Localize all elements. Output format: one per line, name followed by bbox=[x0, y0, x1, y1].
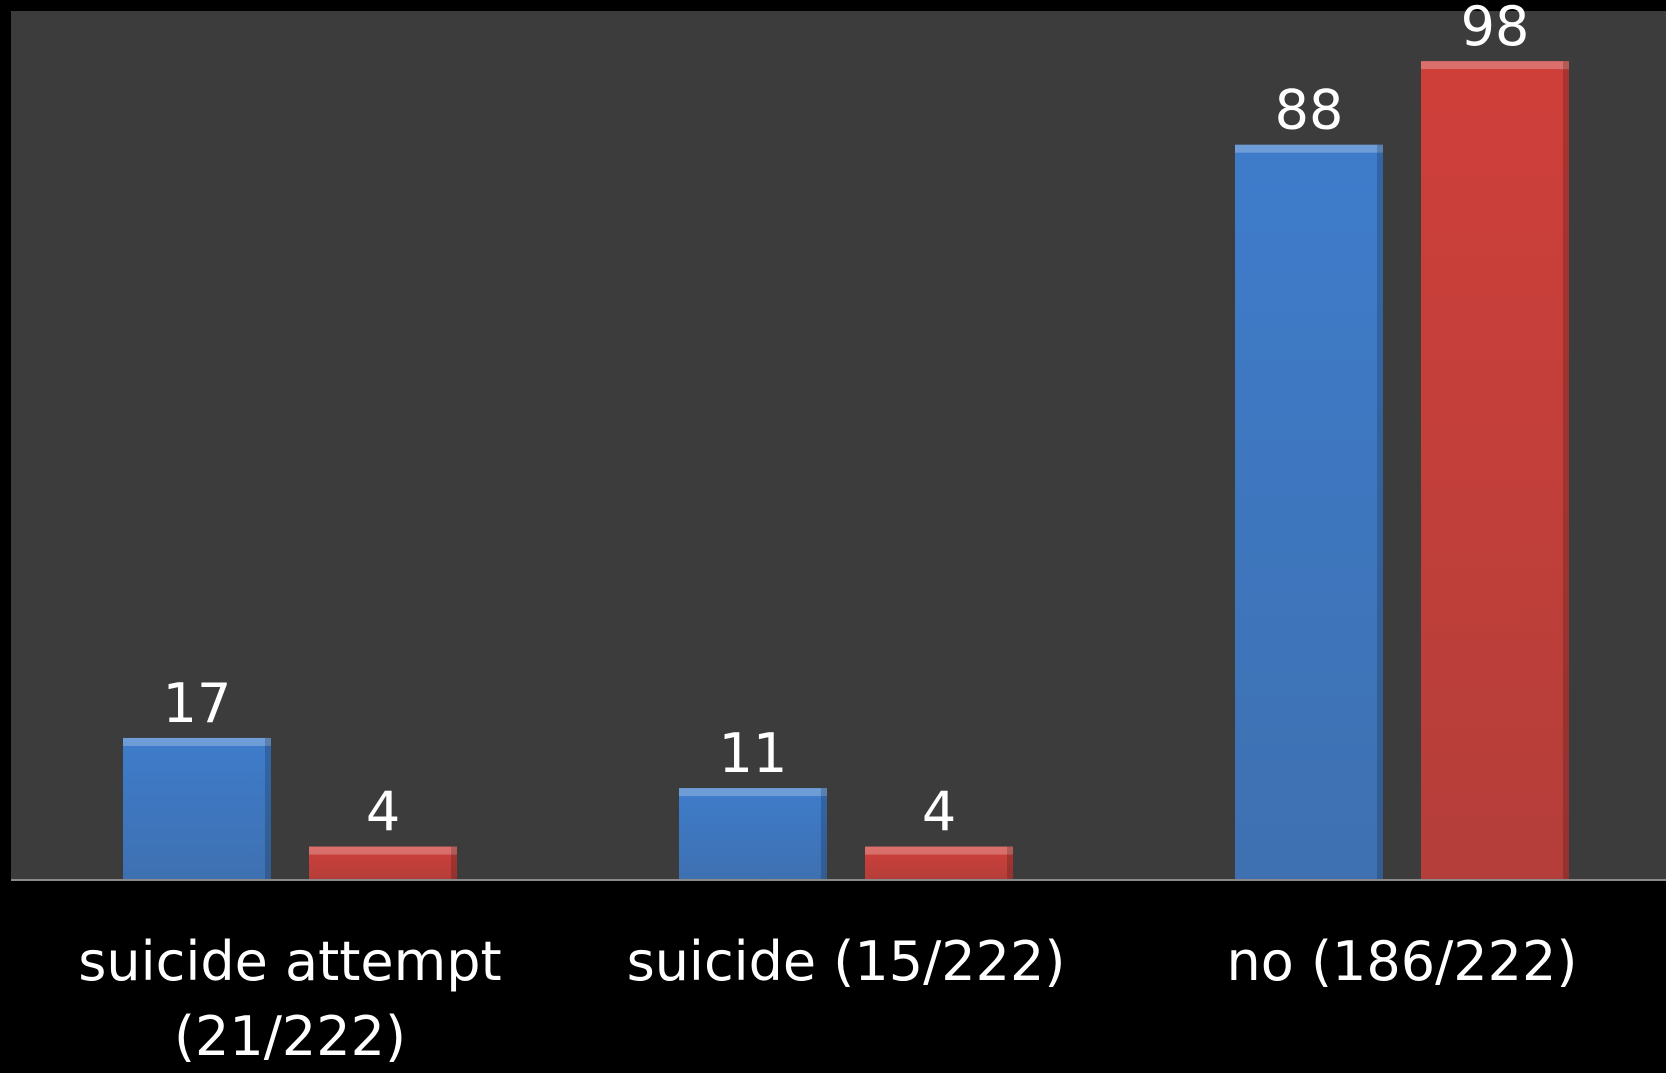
bar-shade-series2-cat3 bbox=[1563, 61, 1569, 880]
bar-highlight-series1-cat2 bbox=[679, 788, 827, 797]
bar-shade-series2-cat2 bbox=[1007, 846, 1013, 880]
bar-series2-cat2 bbox=[865, 846, 1013, 880]
data-label-series1-cat1: 17 bbox=[163, 672, 232, 735]
data-label-series1-cat2: 11 bbox=[719, 722, 788, 785]
bar-shade-series1-cat3 bbox=[1377, 144, 1383, 880]
bar-shade-series2-cat1 bbox=[451, 846, 457, 880]
bar-series1-cat3 bbox=[1235, 144, 1383, 880]
bar-highlight-series2-cat1 bbox=[309, 846, 457, 855]
category-labels-layer: suicide attempt (21/222) suicide (15/222) n… bbox=[78, 930, 1577, 1068]
category-label-1-line2: (21/222) bbox=[174, 1005, 406, 1068]
data-label-series1-cat3: 88 bbox=[1275, 79, 1344, 142]
bar-series2-cat1 bbox=[309, 846, 457, 880]
data-label-series2-cat1: 4 bbox=[366, 781, 400, 844]
category-label-1-line1: suicide attempt bbox=[78, 930, 501, 993]
plot-area bbox=[11, 11, 1666, 880]
bar-series1-cat2 bbox=[679, 788, 827, 880]
bar-highlight-series1-cat1 bbox=[123, 737, 271, 746]
data-label-series2-cat3: 98 bbox=[1461, 0, 1530, 58]
bar-highlight-series1-cat3 bbox=[1235, 144, 1383, 153]
bar-highlight-series2-cat3 bbox=[1421, 61, 1569, 70]
bars-layer bbox=[123, 61, 1569, 880]
bar-series1-cat1 bbox=[123, 737, 271, 880]
bar-series2-cat3 bbox=[1421, 61, 1569, 880]
data-label-series2-cat2: 4 bbox=[922, 781, 956, 844]
bar-shade-series1-cat1 bbox=[265, 737, 271, 880]
category-label-2: suicide (15/222) bbox=[627, 930, 1066, 993]
category-label-3: no (186/222) bbox=[1227, 930, 1578, 993]
bar-shade-series1-cat2 bbox=[821, 788, 827, 880]
data-labels-layer: 17 4 11 4 88 98 bbox=[163, 0, 1530, 844]
bar-highlight-series2-cat2 bbox=[865, 846, 1013, 855]
